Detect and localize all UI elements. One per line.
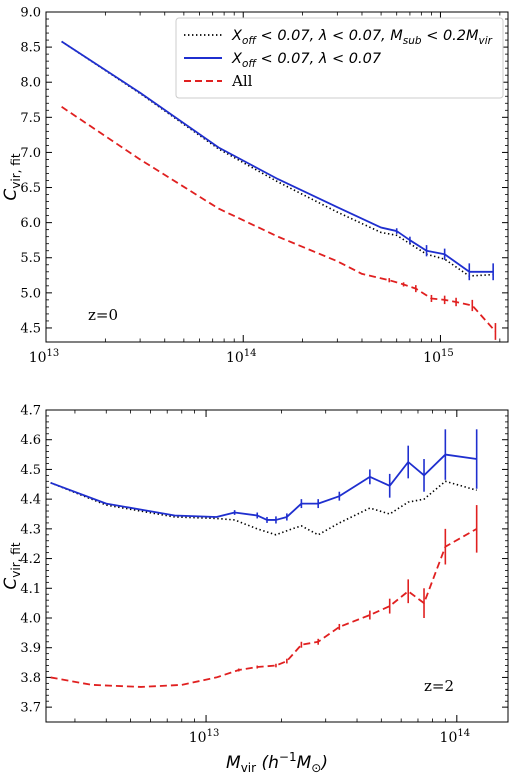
y-tick-label: 4.4 <box>20 493 41 508</box>
y-tick-label: 6.0 <box>20 216 41 231</box>
legend-box <box>175 17 504 99</box>
legend-label: All <box>231 72 253 90</box>
y-tick-label: 3.9 <box>20 641 41 656</box>
y-tick-label: 7.5 <box>20 111 41 126</box>
y-tick-label: 4.0 <box>20 612 41 627</box>
series-line <box>61 40 494 273</box>
plot-frame <box>45 409 509 723</box>
x-axis-label: Mvir (h−1M⊙) <box>226 750 328 775</box>
y-tick-label: 4.5 <box>20 321 41 336</box>
x-tick-label: 1013 <box>29 348 60 366</box>
x-tick-label: 1014 <box>440 728 471 746</box>
y-tick-label: 8.5 <box>20 41 41 56</box>
panel-z2: 3.7 3.8 3.9 4.0 4.1 4.2 4.3 4.4 4.5 4.6 4.7 1013 101… <box>1 404 509 775</box>
y-tick-label: 9.0 <box>20 6 41 21</box>
y-tick-label: 4.1 <box>20 582 41 597</box>
y-tick-label: 4.2 <box>20 552 41 567</box>
series-line <box>61 40 494 277</box>
series-line <box>61 106 497 333</box>
y-tick-label: 8.0 <box>20 76 41 91</box>
y-axis-label: Cvir, fit <box>1 542 23 589</box>
y-tick-label: 4.6 <box>20 433 41 448</box>
redshift-annotation: z=2 <box>424 677 454 695</box>
panel-z0: 4.5 5.0 5.5 6.0 6.5 7.0 7.5 8.0 8.5 9.0 1013 1014 10… <box>1 6 509 366</box>
y-tick-label: 6.5 <box>20 181 41 196</box>
y-tick-label: 3.8 <box>20 671 41 686</box>
redshift-annotation: z=0 <box>88 306 118 324</box>
series-line <box>50 453 477 521</box>
y-tick-label: 5.5 <box>20 251 41 266</box>
legend-label: Xoff < 0.07, λ < 0.07, Msub < 0.2Mvir <box>231 28 493 47</box>
series-line <box>50 528 478 688</box>
plot-frame <box>45 11 509 343</box>
y-tick-label: 3.7 <box>20 701 41 716</box>
y-tick-label: 4.3 <box>20 522 41 537</box>
x-tick-label: 1015 <box>423 348 454 366</box>
y-tick-label: 7.0 <box>20 146 41 161</box>
legend: Xoff < 0.07, λ < 0.07, Msub < 0.2Mvir Xof… <box>175 17 504 99</box>
x-tick-label: 1013 <box>189 728 220 746</box>
series-line <box>50 480 477 536</box>
y-tick-label: 5.0 <box>20 286 41 301</box>
legend-label: Xoff < 0.07, λ < 0.07 <box>231 51 382 70</box>
y-axis-label: Cvir, fit <box>1 153 23 200</box>
y-tick-label: 4.5 <box>20 463 41 478</box>
y-tick-label: 4.7 <box>20 404 41 419</box>
x-tick-label: 1014 <box>226 348 257 366</box>
